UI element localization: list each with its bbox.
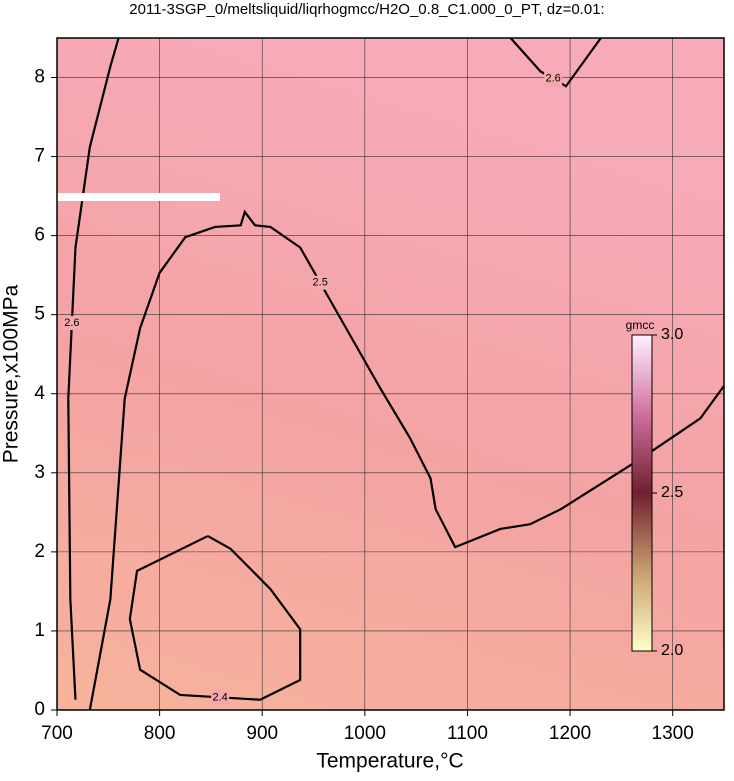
gap-band	[57, 193, 220, 201]
x-tick-label: 800	[144, 723, 176, 744]
y-tick-label: 2	[34, 541, 45, 562]
contour-line	[67, 37, 120, 700]
contour-label-bg	[211, 690, 230, 705]
x-tick-label: 1100	[447, 723, 488, 744]
plot-frame	[56, 37, 725, 711]
x-tick-label: 1200	[549, 723, 591, 744]
y-tick-label: 1	[34, 620, 45, 641]
y-tick-label: 6	[34, 225, 45, 246]
plot-area	[57, 38, 724, 710]
x-tick-label: 1300	[652, 723, 694, 744]
contour-label-bg	[544, 71, 563, 86]
x-tick-label: 1000	[344, 723, 386, 744]
contour-line	[128, 535, 302, 701]
y-axis-label: Pressure,x100MPa	[0, 284, 23, 463]
x-axis-label: Temperature,°C	[316, 750, 463, 773]
y-tick-label: 0	[34, 699, 45, 720]
contour-label: 2.4	[213, 691, 228, 703]
contour-label: 2.6	[545, 73, 560, 85]
contour-label: 2.5	[313, 277, 328, 289]
contour-label-bg	[62, 316, 81, 331]
colorbar-tick-label: 2.0	[661, 642, 683, 659]
x-tick-label: 900	[246, 723, 278, 744]
y-tick-label: 5	[34, 304, 45, 325]
colorbar	[631, 334, 653, 652]
y-tick-label: 3	[34, 462, 45, 483]
colorbar-tick-label: 3.0	[661, 326, 683, 343]
colorbar-tick-label: 2.5	[661, 484, 683, 501]
chart-title: 2011-3SGP_0/meltsliquid/liqrhogmcc/H2O_0…	[129, 1, 604, 18]
colorbar-label: gmcc	[626, 318, 655, 332]
contour-label-bg	[311, 275, 330, 290]
contour-label: 2.6	[64, 317, 79, 329]
y-tick-label: 7	[34, 146, 45, 167]
x-tick-label: 700	[41, 723, 73, 744]
y-tick-label: 8	[34, 67, 45, 88]
y-tick-label: 4	[34, 383, 45, 404]
